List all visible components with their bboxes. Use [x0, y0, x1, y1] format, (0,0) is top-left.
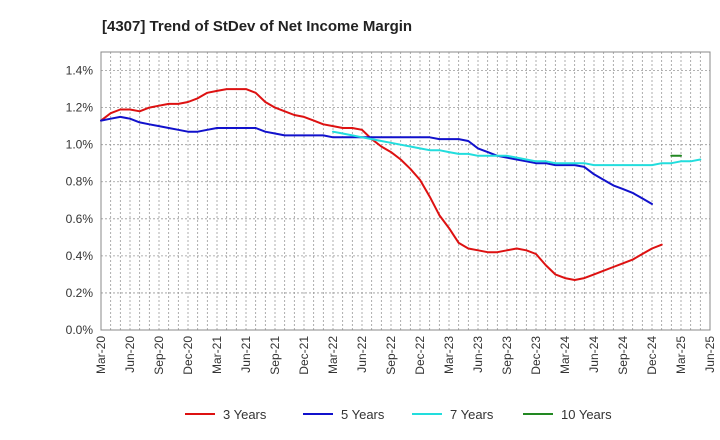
series-group — [100, 88, 702, 281]
x-tick-label: Mar-25 — [674, 336, 688, 374]
plot-area — [100, 51, 711, 331]
x-tick-label: Mar-20 — [94, 336, 108, 374]
x-tick-label: Dec-20 — [181, 336, 195, 375]
y-tick-label: 0.6% — [66, 212, 94, 226]
x-tick-label: Sep-23 — [500, 336, 514, 375]
x-tick-label: Sep-21 — [268, 336, 282, 375]
y-tick-label: 0.0% — [66, 323, 94, 337]
x-tick-label: Dec-22 — [413, 336, 427, 375]
x-tick-label: Sep-22 — [384, 336, 398, 375]
y-tick-label: 1.0% — [66, 138, 94, 152]
grid — [101, 52, 710, 330]
x-tick-label: Mar-22 — [326, 336, 340, 374]
legend-label: 3 Years — [223, 407, 267, 422]
y-tick-label: 0.2% — [66, 286, 94, 300]
y-axis: 0.0% 0.2% 0.4% 0.6% 0.8% 1.0% 1.2% 1.4% — [66, 64, 94, 337]
x-tick-label: Mar-21 — [210, 336, 224, 374]
chart-title: [4307] Trend of StDev of Net Income Marg… — [102, 18, 412, 35]
x-tick-label: Jun-22 — [355, 336, 369, 373]
x-tick-label: Sep-20 — [152, 336, 166, 375]
series-line-1 — [100, 88, 663, 281]
legend-label: 7 Years — [450, 407, 494, 422]
x-tick-label: Mar-23 — [442, 336, 456, 374]
legend-label: 5 Years — [341, 407, 385, 422]
y-tick-label: 1.2% — [66, 101, 94, 115]
y-tick-label: 1.4% — [66, 64, 94, 78]
x-tick-label: Sep-24 — [616, 336, 630, 375]
series-line-3 — [332, 130, 702, 167]
x-tick-label: Jun-23 — [471, 336, 485, 373]
y-tick-label: 0.4% — [66, 249, 94, 263]
x-tick-label: Jun-24 — [587, 336, 601, 373]
legend-label: 10 Years — [561, 407, 612, 422]
y-tick-label: 0.8% — [66, 175, 94, 189]
legend: 3 Years 5 Years 7 Years 10 Years — [185, 407, 612, 422]
x-tick-label: Dec-21 — [297, 336, 311, 375]
x-tick-label: Mar-24 — [558, 336, 572, 374]
x-tick-label: Jun-20 — [123, 336, 137, 373]
x-axis: Mar-20 Jun-20 Sep-20 Dec-20 Mar-21 Jun-21 Sep-… — [94, 336, 717, 375]
x-tick-label: Dec-24 — [645, 336, 659, 375]
x-tick-label: Jun-21 — [239, 336, 253, 373]
x-tick-label: Jun-25 — [703, 336, 717, 373]
series-line-2 — [100, 115, 653, 205]
x-tick-label: Dec-23 — [529, 336, 543, 375]
